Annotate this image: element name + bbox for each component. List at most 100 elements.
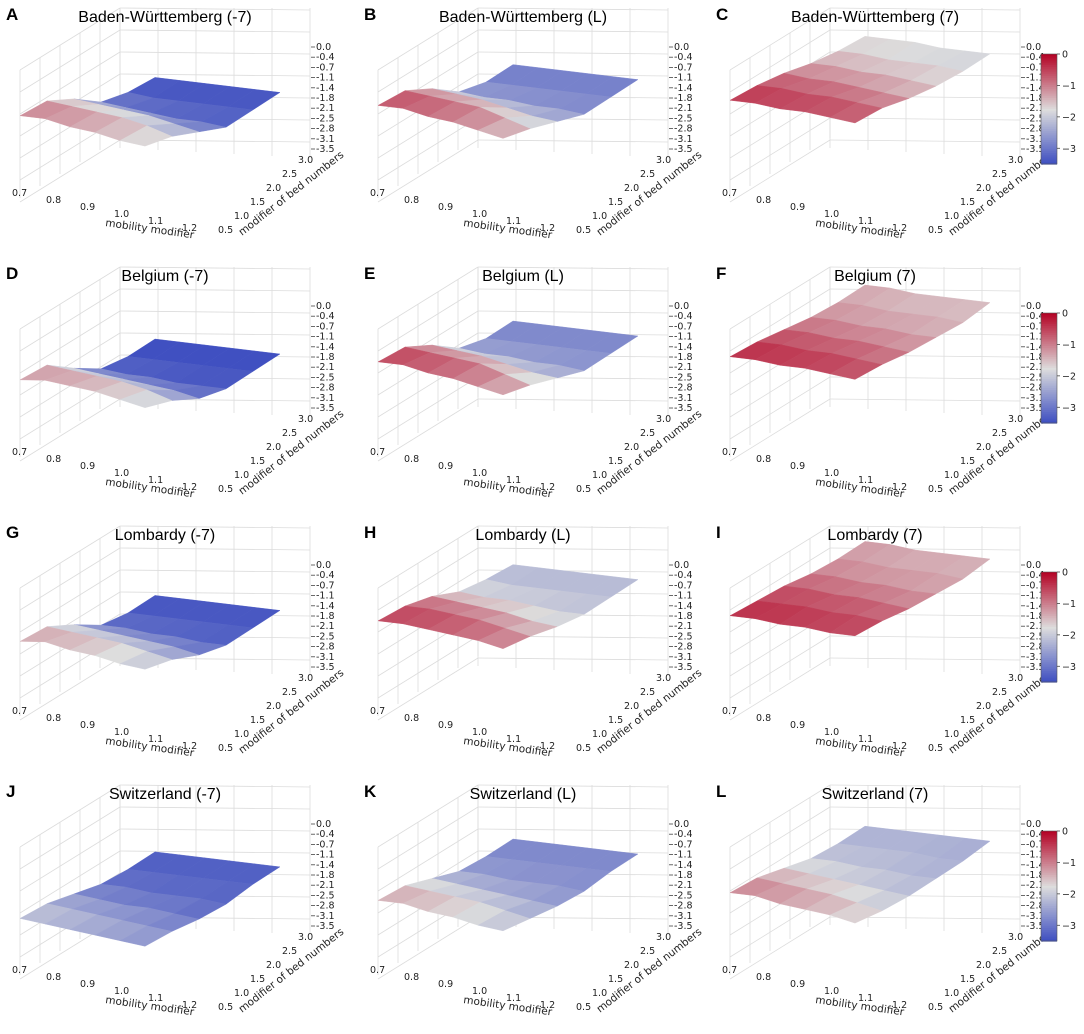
pane-gridline <box>377 916 479 980</box>
colorbar-segment <box>1041 922 1057 926</box>
z-tick-label: -2.5 <box>1026 372 1045 383</box>
y-tick-label: 1.5 <box>250 715 265 726</box>
surface-quad <box>829 902 883 924</box>
surface-quad <box>477 374 531 396</box>
pane-gridline <box>729 117 831 181</box>
pane-gridline <box>729 828 831 892</box>
pane-gridline <box>19 7 121 71</box>
z-tick-label: -2.8 <box>674 642 693 653</box>
colorbar-segment <box>1041 118 1057 121</box>
colorbar-frame <box>1040 830 1058 942</box>
colorbar-segment <box>1041 634 1057 637</box>
x-tick-label: 1.1 <box>148 734 163 745</box>
colorbar-segment <box>1041 105 1057 108</box>
pane-gridline <box>477 7 669 11</box>
z-tick-label: -0.7 <box>1026 321 1045 332</box>
colorbar-segment <box>1041 87 1057 90</box>
z-tick-label: -0.4 <box>674 311 693 322</box>
x-tick-label: 0.8 <box>756 972 771 983</box>
colorbar-segment <box>1041 132 1057 136</box>
y-axis-label: modifier of bed numbers <box>236 408 346 497</box>
y-tick-label: 1.5 <box>608 715 623 726</box>
x-tick-label: 0.7 <box>722 965 737 976</box>
z-tick-label: -2.8 <box>674 383 693 394</box>
pane-gridline <box>729 139 831 203</box>
colorbar-segment <box>1041 880 1057 883</box>
colorbar-segment <box>1041 76 1057 79</box>
z-tick-label: -2.8 <box>1026 124 1045 135</box>
z-tick-label: -1.1 <box>316 332 335 343</box>
x-tick-label: 1.2 <box>892 482 907 493</box>
colorbar-segment <box>1041 320 1057 323</box>
colorbar-frame <box>1040 312 1058 424</box>
z-tick-label: -3.5 <box>1026 921 1045 932</box>
z-tick-label: -0.7 <box>1026 62 1045 73</box>
z-tick-label: -0.4 <box>674 52 693 63</box>
colorbar-segment <box>1041 900 1057 904</box>
panel-C: C Baden-Württemberg (7)0.0-0.4-0.7-1.1-1.… <box>716 5 1076 242</box>
x-tick-label: 1.2 <box>182 223 197 234</box>
colorbar-frame <box>1040 571 1058 683</box>
z-tick-label: -1.4 <box>316 342 335 353</box>
z-tick-label: -1.4 <box>316 83 335 94</box>
pane-gridline <box>477 398 669 402</box>
y-tick-label: 3.0 <box>656 673 671 684</box>
colorbar-segment <box>1041 402 1057 406</box>
z-tick-label: -3.1 <box>674 911 693 922</box>
y-axis-label: modifier of bed numbers <box>946 926 1056 1015</box>
colorbar-segment <box>1041 599 1057 602</box>
surface-quad <box>829 102 883 124</box>
colorbar-tick-label: −2 <box>1062 371 1076 382</box>
z-tick-label: 0.0 <box>316 42 331 53</box>
panel-letter: C <box>716 5 728 24</box>
colorbar-segment <box>1041 854 1057 858</box>
y-tick-label: 1.5 <box>960 974 975 985</box>
colorbar-segment <box>1041 55 1057 59</box>
surface <box>377 838 639 932</box>
colorbar-tick-label: −3 <box>1062 403 1076 414</box>
pane-gridline <box>477 29 669 33</box>
z-tick-label: -2.1 <box>674 103 693 114</box>
y-tick-label: 1.5 <box>608 974 623 985</box>
panel-title: Baden-Württemberg (7) <box>791 9 959 26</box>
x-tick-label: 0.8 <box>404 454 419 465</box>
pane-gridline <box>477 310 669 314</box>
y-tick-label: 1.5 <box>960 197 975 208</box>
x-tick-label: 1.0 <box>114 727 129 738</box>
z-tick-label: -0.4 <box>316 311 335 322</box>
colorbar-segment <box>1041 366 1057 369</box>
colorbar-segment <box>1041 873 1057 876</box>
x-tick-label: 1.2 <box>540 741 555 752</box>
colorbar-segment <box>1041 90 1057 94</box>
colorbar-segment <box>1041 669 1057 672</box>
colorbar-segment <box>1041 313 1057 316</box>
surface-quad <box>119 389 173 408</box>
colorbar-segment <box>1041 336 1057 340</box>
z-tick-label: -0.7 <box>316 839 335 850</box>
colorbar-segment <box>1041 917 1057 920</box>
panel-title: Lombardy (7) <box>827 527 922 544</box>
pane-gridline <box>477 266 669 270</box>
x-tick-label: 1.1 <box>858 993 873 1004</box>
pane-gridline <box>119 591 311 595</box>
colorbar-segment <box>1041 83 1057 86</box>
colorbar-segment <box>1041 151 1057 154</box>
colorbar-segment <box>1041 364 1057 367</box>
surface-quad <box>477 628 531 649</box>
colorbar-segment <box>1041 131 1057 134</box>
x-tick-label: 1.1 <box>148 216 163 227</box>
z-tick-label: -1.4 <box>1026 83 1045 94</box>
z-tick-label: -1.1 <box>316 591 335 602</box>
colorbar-segment <box>1041 68 1057 72</box>
x-tick-label: 1.2 <box>892 223 907 234</box>
pane-gridline <box>19 547 121 611</box>
colorbar-tick-label: 0 <box>1062 568 1068 579</box>
z-tick-label: -2.5 <box>1026 113 1045 124</box>
colorbar-segment <box>1041 160 1057 163</box>
y-tick-label: 0.5 <box>928 484 943 495</box>
colorbar: 0 −1 −2 −3 <box>1040 50 1076 165</box>
pane-gridline <box>829 139 1021 143</box>
